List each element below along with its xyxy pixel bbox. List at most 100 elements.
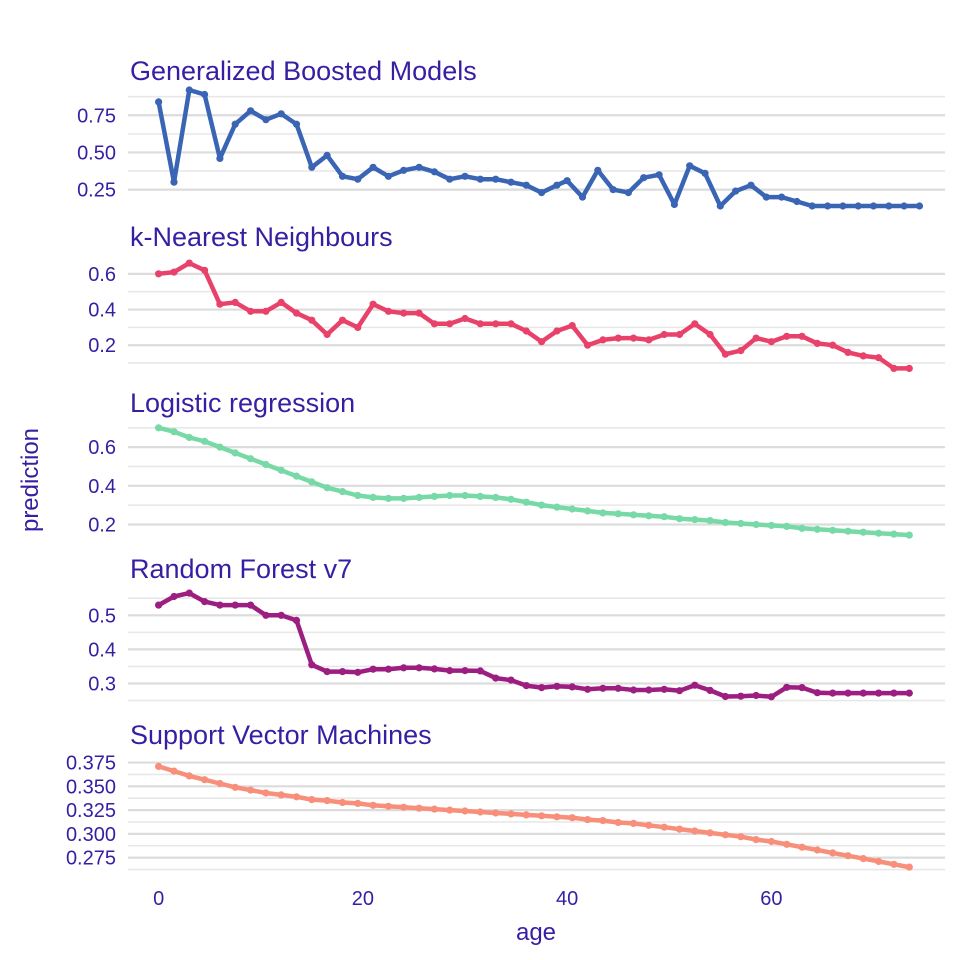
data-point	[660, 330, 668, 339]
y-tick-label: 0.3	[88, 674, 116, 696]
x-axis: 0 20 40 60	[153, 888, 782, 910]
data-point	[578, 193, 587, 201]
data-point	[675, 825, 684, 833]
data-point	[277, 791, 285, 799]
data-point	[859, 855, 867, 863]
data-point	[890, 860, 898, 868]
data-point	[737, 347, 745, 355]
data-point	[783, 522, 791, 531]
data-point	[430, 492, 438, 500]
data-point	[400, 494, 408, 502]
data-point	[354, 668, 362, 676]
data-point	[594, 166, 602, 174]
x-axis-title: age	[516, 919, 556, 946]
data-point	[476, 667, 484, 675]
data-point	[752, 520, 760, 529]
data-point	[869, 202, 878, 210]
data-point	[170, 592, 178, 601]
data-point	[706, 330, 714, 339]
data-point	[885, 202, 893, 210]
data-point	[808, 202, 816, 210]
data-point	[415, 493, 423, 501]
data-point	[691, 320, 699, 328]
data-point	[292, 309, 301, 317]
data-point	[732, 187, 740, 195]
data-point	[844, 689, 852, 697]
data-point	[323, 484, 331, 492]
data-point	[262, 307, 270, 315]
data-point	[716, 202, 724, 210]
panel-title: Generalized Boosted Models	[130, 56, 477, 86]
data-point	[201, 266, 209, 274]
data-point	[568, 505, 576, 513]
data-point	[262, 611, 270, 619]
data-point	[875, 529, 883, 537]
panel-1: 0.25 0.50 0.75 Generalized Boosted Models	[77, 56, 945, 210]
data-point	[308, 796, 316, 804]
data-point	[813, 846, 821, 854]
data-point	[247, 107, 255, 115]
series-line	[156, 425, 912, 538]
data-point	[747, 181, 755, 189]
data-point	[624, 189, 633, 197]
data-point	[737, 692, 745, 700]
data-point	[262, 116, 270, 124]
data-point	[292, 793, 301, 801]
data-point	[400, 309, 408, 317]
data-point	[691, 516, 699, 524]
data-point	[185, 259, 193, 267]
data-point	[829, 341, 837, 349]
data-point	[875, 857, 883, 866]
data-point	[568, 683, 576, 691]
data-point	[446, 175, 454, 183]
data-point	[538, 338, 546, 346]
data-point	[369, 300, 377, 308]
data-point	[783, 840, 791, 848]
data-point	[640, 174, 648, 182]
data-point	[798, 843, 806, 851]
y-tick-label: 0.50	[77, 142, 116, 164]
data-point	[584, 341, 592, 349]
data-point	[461, 172, 469, 180]
data-point	[655, 171, 663, 179]
data-point	[568, 322, 576, 330]
data-point	[721, 350, 730, 358]
data-point	[767, 837, 776, 846]
data-point	[247, 786, 255, 794]
y-tick-label: 0.25	[77, 180, 116, 202]
data-point	[813, 525, 821, 533]
y-tick-label: 0.6	[88, 264, 116, 286]
data-point	[170, 178, 178, 186]
series-line	[156, 764, 912, 870]
data-point	[824, 202, 832, 210]
x-tick-label: 20	[352, 888, 374, 910]
data-point	[691, 681, 699, 689]
data-point	[415, 163, 423, 171]
data-point	[660, 513, 668, 521]
data-point	[323, 797, 331, 805]
panel-3: 0.2 0.4 0.6 Logistic regression	[88, 388, 945, 539]
data-point	[859, 352, 867, 360]
data-point	[170, 268, 178, 276]
data-point	[308, 163, 316, 171]
data-point	[369, 493, 377, 501]
data-point	[691, 827, 699, 835]
panel-title: Random Forest v7	[130, 554, 352, 584]
data-point	[277, 611, 285, 619]
data-point	[507, 810, 515, 818]
data-point	[538, 189, 546, 197]
data-point	[844, 348, 852, 356]
y-tick-label: 0.4	[88, 476, 116, 498]
data-point	[553, 327, 561, 335]
data-point	[762, 193, 770, 201]
data-point	[354, 175, 362, 183]
data-point	[522, 327, 530, 335]
data-point	[538, 812, 546, 820]
data-point	[584, 816, 592, 824]
data-point	[844, 852, 852, 860]
data-point	[155, 762, 163, 771]
data-point	[599, 684, 607, 692]
y-tick-label: 0.325	[66, 800, 116, 822]
y-tick-label: 0.2	[88, 335, 116, 357]
